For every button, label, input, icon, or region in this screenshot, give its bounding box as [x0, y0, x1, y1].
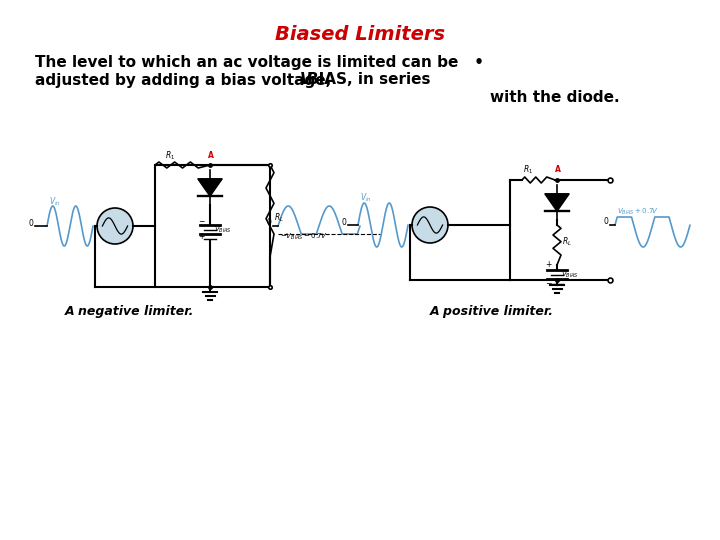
Circle shape	[97, 208, 133, 244]
Polygon shape	[545, 194, 570, 211]
Text: $V_{in}$: $V_{in}$	[360, 192, 372, 205]
Text: $V_{BIAS}$: $V_{BIAS}$	[214, 225, 232, 235]
Text: $R_1$: $R_1$	[165, 149, 175, 161]
Text: $V_{in}$: $V_{in}$	[49, 195, 60, 207]
Text: $V_{BIAS}$: $V_{BIAS}$	[561, 270, 579, 280]
Text: A positive limiter.: A positive limiter.	[430, 306, 554, 319]
Text: $-V_{BIAS}-0.7V$: $-V_{BIAS}-0.7V$	[280, 232, 328, 242]
Text: $R_L$: $R_L$	[274, 212, 284, 225]
Text: Biased Limiters: Biased Limiters	[275, 25, 445, 44]
Circle shape	[412, 207, 448, 243]
Text: 0: 0	[341, 218, 346, 227]
Text: $+$: $+$	[199, 231, 206, 241]
Text: $+$: $+$	[546, 259, 553, 269]
Text: 0: 0	[603, 217, 608, 226]
Text: A: A	[208, 151, 214, 160]
Text: V: V	[300, 72, 312, 87]
Text: $R_L$: $R_L$	[562, 236, 572, 248]
Text: A negative limiter.: A negative limiter.	[65, 306, 194, 319]
Text: adjusted by adding a bias voltage,: adjusted by adding a bias voltage,	[35, 72, 336, 87]
Bar	[155, 165, 270, 287]
Polygon shape	[198, 179, 222, 196]
Text: with the diode.: with the diode.	[490, 91, 620, 105]
Text: 0: 0	[266, 218, 271, 227]
Text: $-$: $-$	[545, 277, 553, 286]
Text: BIAS, in series: BIAS, in series	[307, 72, 431, 87]
Text: $V_{BIAS}+0.7V$: $V_{BIAS}+0.7V$	[617, 207, 659, 217]
Text: $-$: $-$	[199, 215, 206, 224]
Text: 0: 0	[28, 219, 33, 228]
Text: A: A	[555, 165, 561, 174]
Text: $R_1$: $R_1$	[523, 163, 533, 176]
Text: The level to which an ac voltage is limited can be   •: The level to which an ac voltage is limi…	[35, 55, 484, 70]
